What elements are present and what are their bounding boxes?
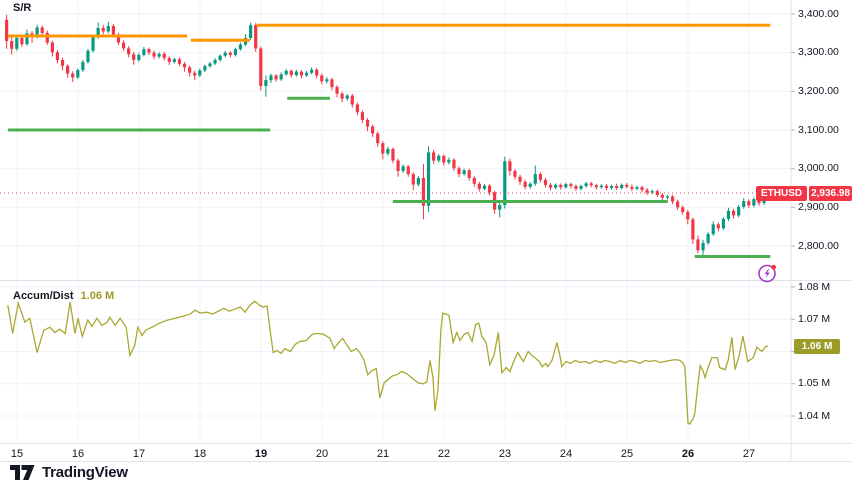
time-axis-label: 19 — [254, 448, 268, 460]
accumdist-value: 1.06 M — [80, 290, 115, 302]
chart-canvas[interactable] — [0, 0, 852, 462]
time-axis-label: 18 — [193, 448, 207, 460]
ad-value-badge: 1.06 M — [794, 338, 840, 354]
sr-indicator-label: S/R — [13, 2, 32, 14]
time-axis-label: 26 — [681, 448, 695, 460]
time-axis-label: 20 — [315, 448, 329, 460]
gridlines — [0, 0, 790, 443]
pane-legend-accumdist[interactable]: Accum/Dist 1.06 M — [13, 290, 114, 302]
pane-separators — [0, 0, 852, 462]
accumdist-label: Accum/Dist — [13, 290, 74, 302]
tv-logo-icon — [10, 464, 35, 480]
time-axis-label: 23 — [498, 448, 512, 460]
tradingview-logo[interactable]: TradingView — [10, 464, 128, 481]
tv-logo-text: TradingView — [42, 464, 128, 481]
last-price-label: 2,936.98 — [809, 185, 852, 201]
ad-line-series[interactable] — [7, 300, 768, 425]
time-axis-label: 22 — [437, 448, 451, 460]
pane-legend-sr[interactable]: S/R — [13, 2, 31, 14]
time-axis-label: 21 — [376, 448, 390, 460]
time-axis-label: 15 — [10, 448, 24, 460]
candlestick-series[interactable] — [5, 14, 766, 255]
time-axis-label: 24 — [559, 448, 573, 460]
time-axis-label: 16 — [71, 448, 85, 460]
symbol-label: ETHUSD — [756, 185, 808, 201]
time-axis[interactable]: 15 16 17 18 19 20 21 22 23 24 25 26 27 — [0, 444, 852, 462]
time-axis-label: 27 — [742, 448, 756, 460]
time-axis-label: 25 — [620, 448, 634, 460]
symbol-price-badge: ETHUSD 2,936.98 — [756, 185, 852, 201]
flash-events-icon[interactable] — [756, 262, 779, 290]
time-axis-label: 17 — [132, 448, 146, 460]
